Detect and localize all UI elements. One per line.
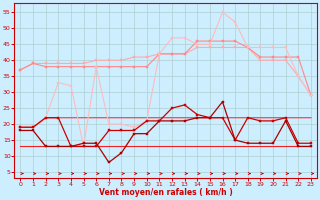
X-axis label: Vent moyen/en rafales ( km/h ): Vent moyen/en rafales ( km/h ) bbox=[99, 188, 233, 197]
